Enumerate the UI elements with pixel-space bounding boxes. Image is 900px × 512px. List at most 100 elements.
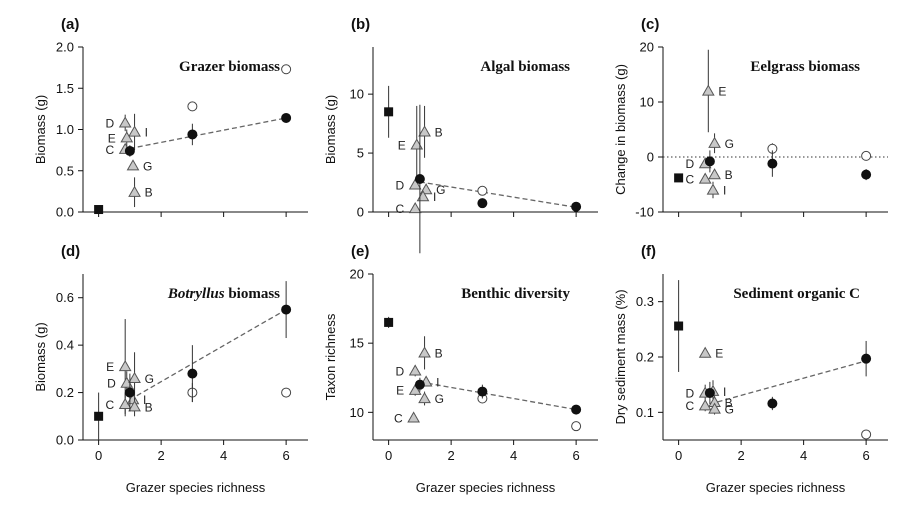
filled-circle-point <box>281 304 292 315</box>
filled-circle-point <box>861 353 872 364</box>
panel-letter: (d) <box>61 243 80 260</box>
open-circle-point <box>861 429 872 440</box>
filled-circle-point <box>187 129 198 140</box>
species-label: E <box>715 347 723 361</box>
square-point <box>674 321 684 331</box>
panel-letter: (c) <box>641 16 659 33</box>
x-tick-label: 2 <box>158 448 165 463</box>
species-label: C <box>394 411 403 425</box>
y-tick-label: 1.0 <box>56 122 74 137</box>
species-label: D <box>686 157 695 171</box>
y-axis-label: Taxon richness <box>323 313 338 400</box>
y-tick-label: 0 <box>357 205 364 220</box>
x-tick-label: 2 <box>738 448 745 463</box>
panel-letter: (b) <box>351 16 370 33</box>
triangle-point <box>407 411 420 423</box>
triangle-point <box>128 185 141 197</box>
filled-circle-point <box>704 156 715 167</box>
triangle-point <box>408 178 422 190</box>
triangle-point <box>128 400 141 412</box>
y-tick-label: 20 <box>640 40 654 55</box>
species-label: G <box>725 403 734 417</box>
filled-circle-point <box>414 379 425 390</box>
y-tick-label: 2.0 <box>56 40 74 55</box>
y-tick-label: 0.0 <box>56 433 74 448</box>
panel-title: Botryllus biomass <box>167 286 280 302</box>
species-label: B <box>145 186 153 200</box>
panel-title: Benthic diversity <box>461 286 570 302</box>
panel-title-text: Sediment organic C <box>733 286 860 302</box>
species-label: C <box>686 399 695 413</box>
y-tick-label: 1.5 <box>56 81 74 96</box>
species-label: G <box>143 159 152 173</box>
triangle-point <box>410 138 424 150</box>
species-label: E <box>398 138 406 152</box>
y-axis-label: Biomass (g) <box>33 95 48 164</box>
panel-b: 0 5 10 Biomass (g) (b) Algal biomass E B D GI C <box>323 16 598 254</box>
panel-title: Eelgrass biomass <box>750 59 860 75</box>
y-tick-label: 0.2 <box>56 385 74 400</box>
panel-a: 0.0 0.5 1.0 1.5 2.0 Biomass (g) (a) Grazer biom… <box>33 16 308 220</box>
y-tick-label: 0 <box>647 150 654 165</box>
triangle-point <box>708 402 721 414</box>
species-label: I <box>723 385 726 399</box>
filled-circle-point <box>767 398 778 409</box>
x-axis-label: Grazer species richness <box>416 480 556 495</box>
y-tick-label: 10 <box>350 405 364 420</box>
panel-letter: (e) <box>351 243 369 260</box>
species-label: B <box>435 125 443 139</box>
open-circle-point <box>187 101 198 112</box>
panel-title-italic: Botryllus <box>167 286 228 302</box>
y-axis-label: Biomass (g) <box>33 322 48 391</box>
open-circle-point <box>571 421 582 432</box>
species-label: I <box>433 190 436 204</box>
x-tick-label: 0 <box>385 448 392 463</box>
y-axis-label: Dry sediment mass (%) <box>613 289 628 424</box>
square-point <box>94 411 104 421</box>
square-point <box>384 317 394 327</box>
filled-circle-point <box>704 387 715 398</box>
y-tick-label: 0.4 <box>56 338 74 353</box>
species-label: D <box>396 364 405 378</box>
triangle-point <box>118 359 132 372</box>
species-label: E <box>108 131 116 145</box>
triangle-point <box>698 346 712 358</box>
species-label: D <box>106 116 115 130</box>
species-label: D <box>107 377 116 391</box>
panel-d: 0.0 0.2 0.4 0.6 0 2 4 6 Grazer species richness B… <box>33 243 308 495</box>
panel-title-text: biomass <box>228 286 280 302</box>
trend-line <box>419 381 577 411</box>
x-axis-label: Grazer species richness <box>126 480 266 495</box>
y-tick-label: 0.0 <box>56 205 74 220</box>
panel-c: -10 0 10 20 Change in biomass (g) (c) Eelgrass… <box>613 16 888 220</box>
y-axis-label: Change in biomass (g) <box>613 64 628 195</box>
triangle-point <box>708 168 721 180</box>
filled-circle-point <box>124 145 135 156</box>
species-label: D <box>396 178 405 192</box>
filled-circle-point <box>767 158 778 169</box>
y-tick-label: 20 <box>350 267 364 282</box>
y-tick-label: 5 <box>357 146 364 161</box>
square-point <box>674 173 684 183</box>
x-tick-label: 6 <box>863 448 870 463</box>
y-tick-label: 10 <box>640 95 654 110</box>
species-label: C <box>686 173 695 187</box>
square-point <box>384 107 394 117</box>
open-circle-point <box>861 150 872 161</box>
species-label: C <box>396 202 405 216</box>
species-label: D <box>686 386 695 400</box>
x-tick-label: 0 <box>675 448 682 463</box>
open-circle-point <box>281 64 292 75</box>
y-tick-label: 0.6 <box>56 290 74 305</box>
filled-circle-point <box>414 174 425 184</box>
square-point <box>94 205 104 215</box>
filled-circle-point <box>124 387 135 398</box>
species-label: C <box>106 143 115 157</box>
filled-circle-point <box>281 112 292 123</box>
species-label: E <box>106 360 114 374</box>
species-label: E <box>718 85 726 99</box>
filled-circle-point <box>477 386 488 397</box>
panel-letter: (f) <box>641 243 656 260</box>
x-tick-label: 6 <box>283 448 290 463</box>
triangle-point <box>418 125 431 137</box>
